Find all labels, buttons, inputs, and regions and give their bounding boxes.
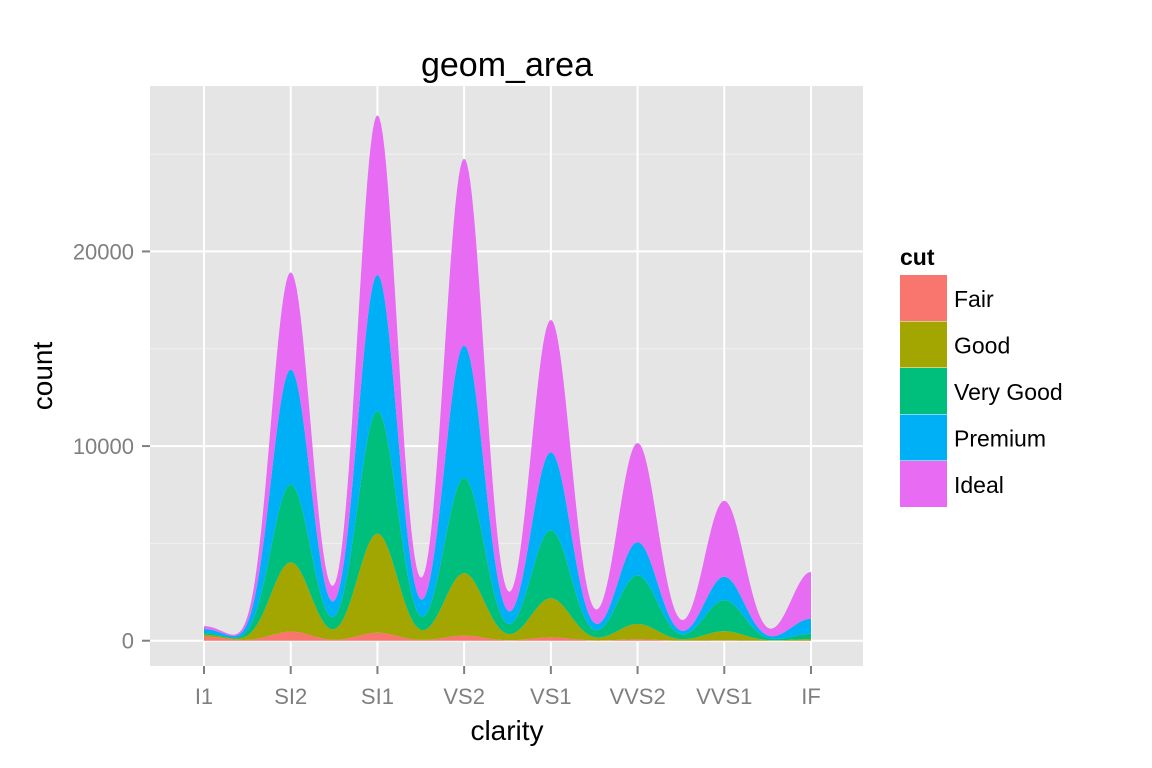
legend-label: Fair bbox=[954, 286, 994, 312]
x-tick-label: VVS2 bbox=[609, 684, 665, 709]
area-very-good bbox=[204, 411, 811, 641]
legend-label: Ideal bbox=[954, 472, 1004, 498]
legend-swatch bbox=[900, 414, 947, 461]
legend-swatch bbox=[900, 321, 947, 368]
legend-swatch bbox=[900, 461, 947, 507]
legend-title: cut bbox=[900, 244, 935, 270]
legend-items: Fair Good Very Good Premium Ideal bbox=[900, 275, 1063, 507]
x-axis-title: clarity bbox=[470, 715, 543, 746]
y-axis: 0 10000 20000 bbox=[73, 239, 150, 654]
y-tick-label: 0 bbox=[122, 629, 134, 654]
y-tick-label: 10000 bbox=[73, 434, 134, 459]
area-series bbox=[204, 115, 811, 641]
legend: cut Fair Good Very Good Premium Ideal bbox=[900, 244, 1063, 507]
y-axis-title: count bbox=[27, 342, 58, 411]
legend-swatch bbox=[900, 275, 947, 321]
x-tick-label: SI2 bbox=[274, 684, 307, 709]
x-tick-label: IF bbox=[801, 684, 821, 709]
x-tick-label: VS2 bbox=[443, 684, 485, 709]
x-tick-label: VVS1 bbox=[696, 684, 752, 709]
legend-swatch bbox=[900, 368, 947, 414]
legend-label: Premium bbox=[954, 426, 1046, 452]
area-good bbox=[204, 533, 811, 641]
legend-label: Very Good bbox=[954, 379, 1063, 405]
area-fair bbox=[204, 631, 811, 641]
x-axis: I1 SI2 SI1 VS2 VS1 VVS2 VVS1 IF bbox=[195, 666, 821, 709]
plot-area bbox=[150, 86, 863, 666]
x-tick-label: SI1 bbox=[361, 684, 394, 709]
x-tick-label: I1 bbox=[195, 684, 213, 709]
legend-label: Good bbox=[954, 333, 1010, 359]
chart-title: geom_area bbox=[421, 46, 593, 84]
y-tick-label: 20000 bbox=[73, 239, 134, 264]
x-tick-label: VS1 bbox=[530, 684, 572, 709]
